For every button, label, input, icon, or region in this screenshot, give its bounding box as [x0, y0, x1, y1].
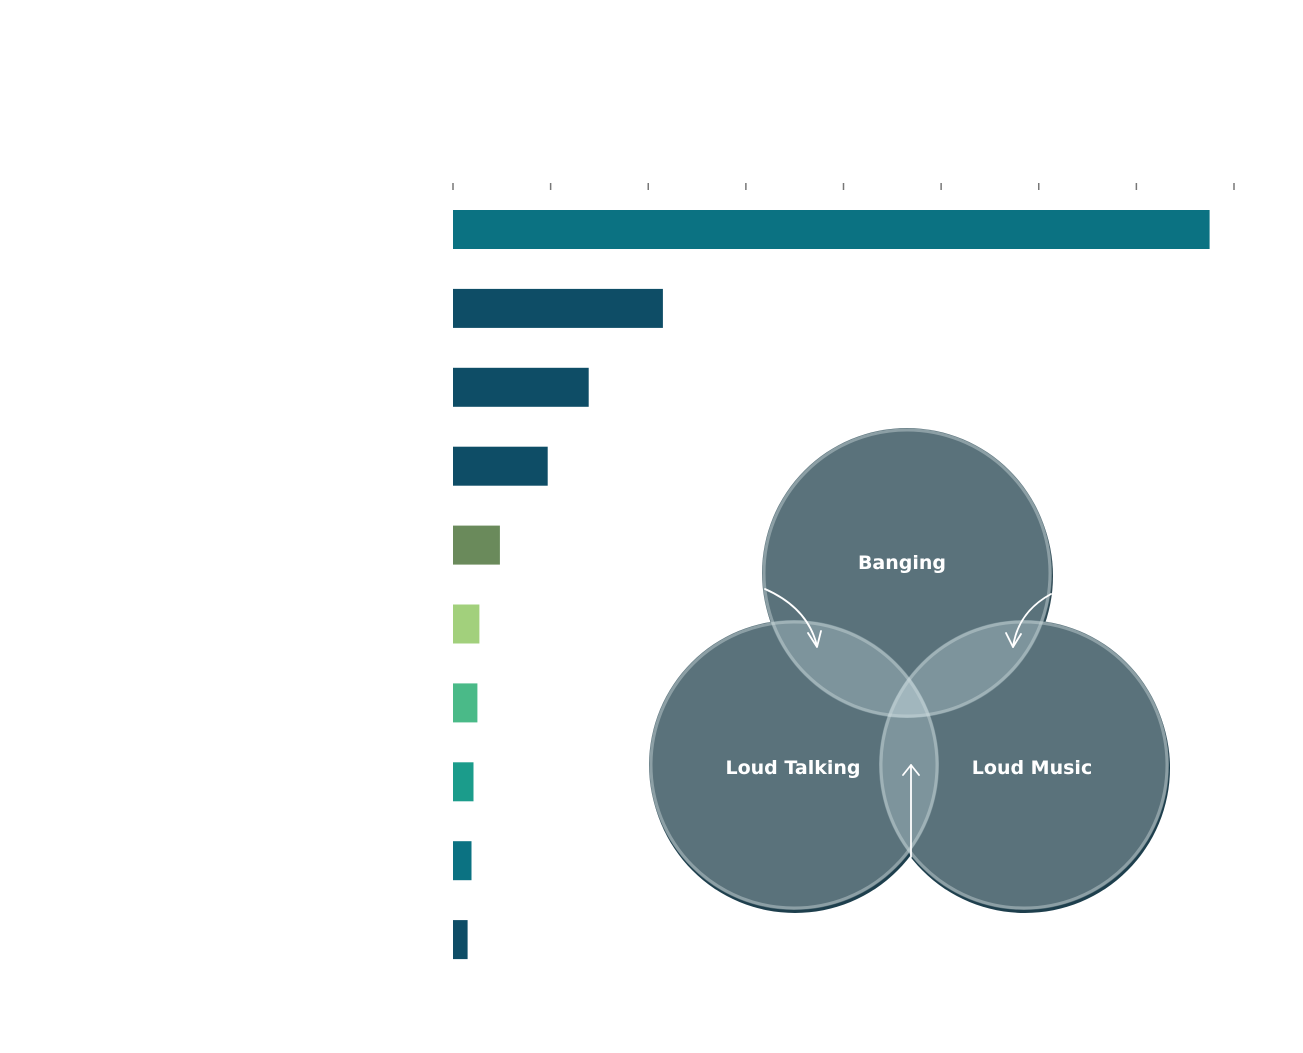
- venn-circle-right: [879, 620, 1169, 910]
- bar: [453, 446, 548, 486]
- arrow-head-top-to-right: [1005, 632, 1022, 648]
- arrow-head-top-to-left: [807, 630, 822, 648]
- bar: [453, 841, 472, 881]
- bar: [453, 604, 480, 644]
- x-axis: [452, 183, 1235, 190]
- venn-diagram: Banging Loud Talking Loud Music: [649, 428, 1170, 913]
- arrow-top-to-right: [1012, 593, 1052, 648]
- venn-rim-top: [762, 428, 1052, 718]
- venn-label-loud-music: Loud Music: [972, 757, 1092, 779]
- venn-label-loud-talking: Loud Talking: [725, 757, 860, 779]
- arrow-top-to-left: [764, 588, 818, 647]
- venn-overlap-top-left: [762, 620, 939, 718]
- arrow-head-bottom-up: [902, 764, 920, 776]
- venn-rim-right: [879, 620, 1169, 910]
- bar: [453, 525, 500, 565]
- bar: [453, 288, 663, 328]
- bar: [453, 367, 589, 407]
- venn-circle-left: [649, 620, 939, 910]
- venn-rim-left: [649, 620, 939, 910]
- venn-label-banging: Banging: [858, 552, 946, 574]
- bar: [453, 210, 1210, 249]
- bar: [453, 683, 478, 723]
- venn-overlap-top-right: [879, 620, 1052, 718]
- bar: [453, 920, 468, 960]
- bar-series: [453, 210, 1210, 960]
- bar: [453, 762, 474, 802]
